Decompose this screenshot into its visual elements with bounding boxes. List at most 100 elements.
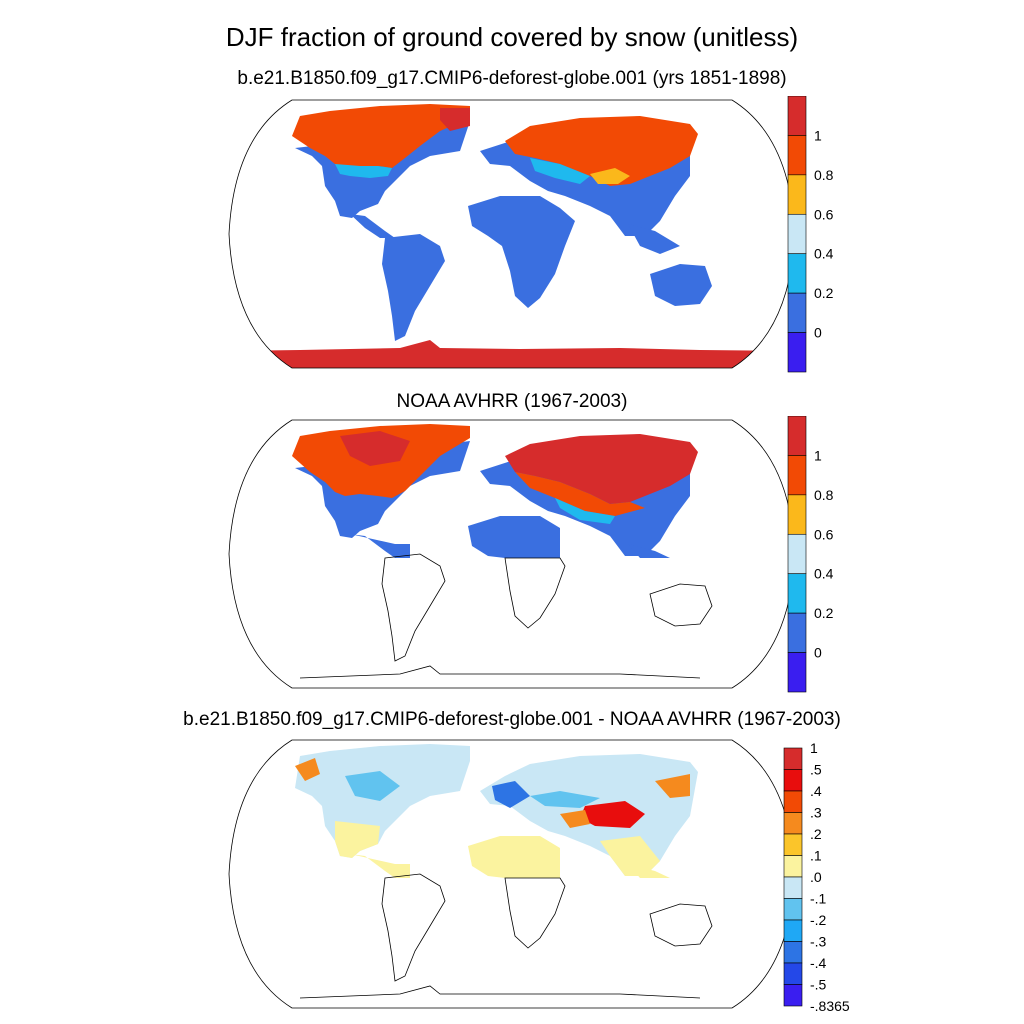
europe-negative [492,781,530,808]
southeast-asia-land [628,544,670,558]
colorbar-swatch [783,984,803,1007]
colorbar-tick-label: .0 [810,869,822,885]
north-america-top [340,431,410,466]
southern-hemisphere-outlines [299,553,713,679]
colorbar-swatch [783,812,803,835]
colorbar-tick-label: 1 [814,447,822,463]
south-america-land [382,234,445,341]
south-america-outline [381,873,446,982]
colorbar-tick-label: .1 [810,848,822,864]
eurasia-snow [505,116,698,186]
map-panel-3 [228,739,796,1009]
australia-land [650,264,712,306]
south-america-outline [381,553,446,662]
colorbar-tick-label: 0.2 [814,285,834,301]
colorbar-tick-label: -.8365 [810,998,850,1014]
north-america-negative [345,771,400,801]
southern-hemisphere-outlines [299,873,713,999]
australia-outline [649,903,713,947]
eurasia-region [480,116,698,254]
colorbar-swatch [787,612,807,653]
eurasia-mid-negative [530,791,600,808]
colorbar-tick-label: 1 [810,742,818,756]
colorbar-tick-label: 0.8 [814,167,834,183]
colorbar-tick-label: 0 [814,325,822,341]
greenland-top [440,108,470,131]
colorbar-swatch [783,747,803,770]
colorbar-tick-label: -.3 [810,934,827,950]
map-boundary [228,419,796,689]
panel-3-title: b.e21.B1850.f09_g17.CMIP6-deforest-globe… [183,709,841,730]
colorbar-swatch [787,96,807,136]
colorbar-tick-label: 0 [814,645,822,661]
east-asia-orange [655,774,690,798]
colorbar-swatch [783,962,803,985]
central-asia-positive [580,801,645,828]
colorbar-swatch [787,573,807,614]
north-america-diff [295,744,470,858]
colorbar-tick-label: -.2 [810,912,827,928]
north-america-region [292,104,470,238]
alaska-positive [295,758,320,781]
colorbar-swatch [787,253,807,294]
colorbar-tick-label: 0.8 [814,487,834,503]
eurasia-transition [530,158,590,184]
southeast-asia-land [628,224,680,254]
colorbar-swatch [787,174,807,215]
antarctica-snow [229,340,795,368]
colorbar-tick-label: 0.4 [814,566,834,582]
central-asia-orange [560,810,590,828]
colorbar-swatch [783,833,803,856]
colorbar-swatch [787,213,807,255]
colorbar-tick-label: 0.2 [814,605,834,621]
eurasia-snow [505,434,698,504]
central-america-land [350,214,395,238]
colorbar-tick-label: .2 [810,826,822,842]
main-title: DJF fraction of ground covered by snow (… [225,22,799,52]
colorbar-tick-label: -.1 [810,891,827,907]
colorbar-swatch [783,855,803,878]
colorbar-swatch [787,494,807,535]
colorbar-swatch [787,292,807,333]
colorbar-swatch [787,652,807,693]
colorbar-tick-label: 0.4 [814,246,834,262]
africa-south-outline [504,877,566,949]
north-america-snow [292,104,470,168]
north-america-transition [335,164,392,178]
colorbar-swatch [783,876,803,899]
panel-2-title: NOAA AVHRR (1967-2003) [396,391,628,412]
colorbar-swatch [783,898,803,921]
australia-outline [649,583,713,627]
central-america-land [350,534,410,558]
map-panel-1 [228,99,796,369]
colorbar-tick-label: 0.6 [814,526,834,542]
colorbar-1: 1 0.8 0.6 0.4 0.2 0 [787,96,834,373]
colorbar-swatch [787,135,807,176]
colorbar-tick-label: -.4 [810,955,827,971]
colorbar-swatch [783,790,803,813]
colorbar-3: 1 .5 .4 .3 .2 .1 .0 -.1 -.2 -.3 -.4 -.5 -.8365 [783,742,850,1014]
colorbar-swatch [787,332,807,373]
colorbar-swatch [787,416,807,456]
panel-1-title: b.e21.B1850.f09_g17.CMIP6-deforest-globe… [237,68,787,89]
colorbar-tick-label: .4 [810,783,822,799]
southeast-asia-diff [628,864,670,878]
colorbar-tick-label: .5 [810,762,822,778]
africa-land [468,196,575,308]
colorbar-swatch [783,941,803,964]
north-america-south-diff [335,821,380,858]
africa-north-land [468,516,560,558]
colorbar-tick-label: -.5 [810,977,827,993]
eurasia-band [515,472,645,516]
africa-north-diff [468,836,560,878]
central-america-diff [350,854,410,878]
antarctica-outline [299,665,701,679]
colorbar-swatch [787,455,807,496]
colorbar-tick-label: .3 [810,805,822,821]
africa-south-outline [504,557,566,629]
map-panel-2 [228,419,796,689]
antarctica-outline [299,985,701,999]
south-asia-diff [600,836,660,876]
tibet-patch [590,168,630,184]
colorbar-swatch [783,919,803,942]
